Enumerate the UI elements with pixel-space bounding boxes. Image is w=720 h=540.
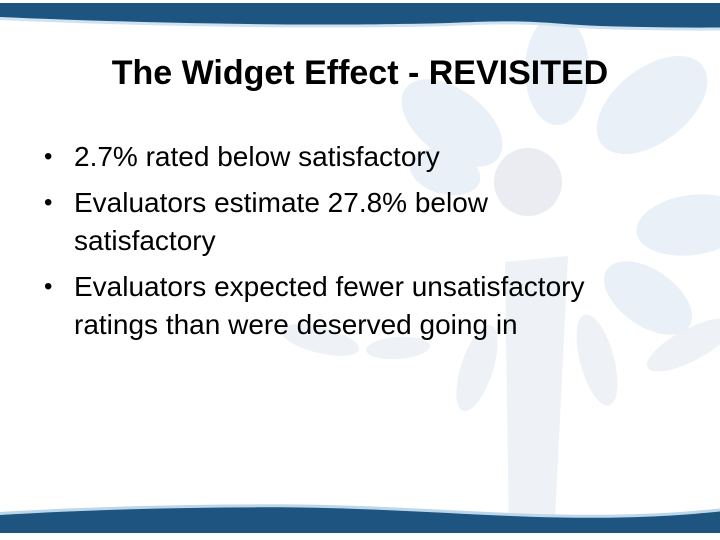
bottom-wave-band	[0, 490, 720, 540]
watermark-ray	[281, 324, 359, 356]
bullet-text: Evaluators expected fewer unsatisfactory…	[74, 268, 667, 344]
bullet-marker: •	[44, 273, 53, 300]
watermark-petal	[401, 79, 503, 167]
watermark-petal	[604, 261, 692, 335]
top-wave-shape	[0, 3, 720, 28]
bullet-line: Evaluators expected fewer unsatisfactory	[74, 271, 585, 302]
watermark-ray	[646, 318, 720, 372]
bullet-line: satisfactory	[74, 225, 216, 256]
watermark-ray	[456, 324, 498, 412]
bottom-wave-shape	[0, 507, 720, 533]
bottom-white-strip	[0, 533, 720, 540]
watermark-petal	[525, 15, 589, 125]
watermark-ray	[366, 336, 430, 360]
bullet-marker: •	[44, 143, 53, 170]
bullet-item: • Evaluators expected fewer unsatisfacto…	[42, 268, 667, 344]
watermark-ray	[505, 256, 568, 540]
bullet-marker: •	[44, 189, 53, 216]
bullet-item: • 2.7% rated below satisfactory	[42, 138, 667, 176]
slide-title: The Widget Effect - REVISITED	[111, 54, 609, 92]
watermark-petal	[409, 148, 481, 196]
watermark-petal	[596, 55, 708, 155]
bullet-line: Evaluators estimate 27.8% below	[74, 187, 488, 218]
bullet-text: Evaluators estimate 27.8% below satisfac…	[74, 184, 667, 260]
bullet-list: • 2.7% rated below satisfactory • Evalua…	[42, 138, 667, 352]
bullet-line: ratings than were deserved going in	[74, 309, 518, 340]
top-wave-band	[0, 0, 720, 40]
watermark-ray	[576, 314, 618, 406]
watermark-center	[494, 148, 562, 216]
bullet-line: 2.7% rated below satisfactory	[74, 141, 440, 172]
bullet-item: • Evaluators estimate 27.8% below satisf…	[42, 184, 667, 260]
bullet-text: 2.7% rated below satisfactory	[74, 138, 667, 176]
